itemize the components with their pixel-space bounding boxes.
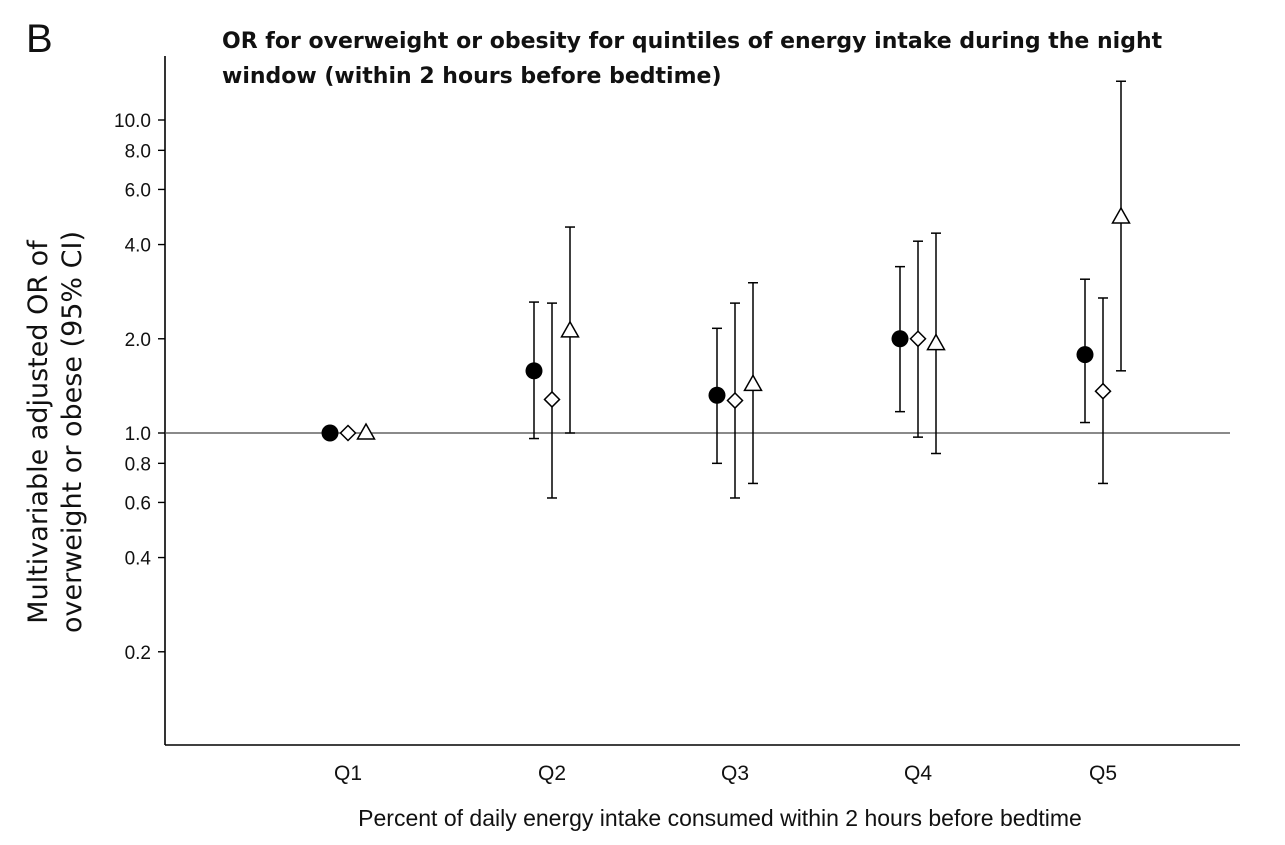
chart-title-line-1: OR for overweight or obesity for quintil… [222, 29, 1163, 54]
y-tick-label: 4.0 [125, 236, 151, 257]
panel-label: B [26, 17, 53, 61]
data-point-circle [891, 330, 909, 348]
data-point-circle [525, 362, 543, 380]
y-ticks: 0.2 0.4 0.6 0.8 1.0 2.0 4.0 6.0 8.0 10.0 [114, 111, 165, 664]
x-category-label: Q4 [904, 762, 932, 785]
y-axis-title-line-2: overweight or obese (95% CI) [57, 231, 88, 633]
data-point-circle [1076, 346, 1094, 364]
y-tick-label: 6.0 [125, 180, 151, 201]
data-point-triangle [356, 422, 376, 440]
y-tick-label: 0.6 [125, 493, 151, 514]
data-point-diamond [909, 330, 927, 348]
data-marks [321, 80, 1131, 499]
data-point-diamond [543, 390, 561, 409]
data-point-circle [321, 424, 339, 442]
data-point-triangle [1111, 206, 1131, 224]
data-point-diamond [726, 391, 744, 410]
x-axis-title: Percent of daily energy intake consumed … [358, 805, 1082, 831]
y-tick-label: 2.0 [125, 330, 151, 351]
axes [164, 56, 1240, 746]
data-point-triangle [926, 333, 946, 351]
y-axis-title: Multivariable adjusted OR of overweight … [23, 231, 88, 633]
x-category-label: Q1 [334, 762, 362, 785]
data-point-circle [708, 386, 726, 404]
y-tick-label: 0.8 [125, 454, 151, 475]
y-tick-label: 10.0 [114, 111, 151, 132]
y-tick-label: 1.0 [125, 424, 151, 445]
x-category-label: Q3 [721, 762, 749, 785]
y-tick-label: 0.4 [125, 549, 152, 570]
y-tick-label: 0.2 [125, 643, 151, 664]
data-point-diamond [1094, 382, 1112, 400]
x-category-label: Q5 [1089, 762, 1117, 785]
data-point-diamond [339, 424, 357, 442]
data-point-triangle [743, 373, 763, 392]
chart-title-line-2: window (within 2 hours before bedtime) [222, 64, 722, 89]
y-tick-label: 8.0 [125, 141, 151, 162]
x-categories: Q1 Q2 Q3 Q4 Q5 [334, 762, 1117, 785]
data-point-triangle [560, 320, 580, 338]
x-category-label: Q2 [538, 762, 566, 785]
y-axis-title-line-1: Multivariable adjusted OR of [23, 239, 54, 624]
